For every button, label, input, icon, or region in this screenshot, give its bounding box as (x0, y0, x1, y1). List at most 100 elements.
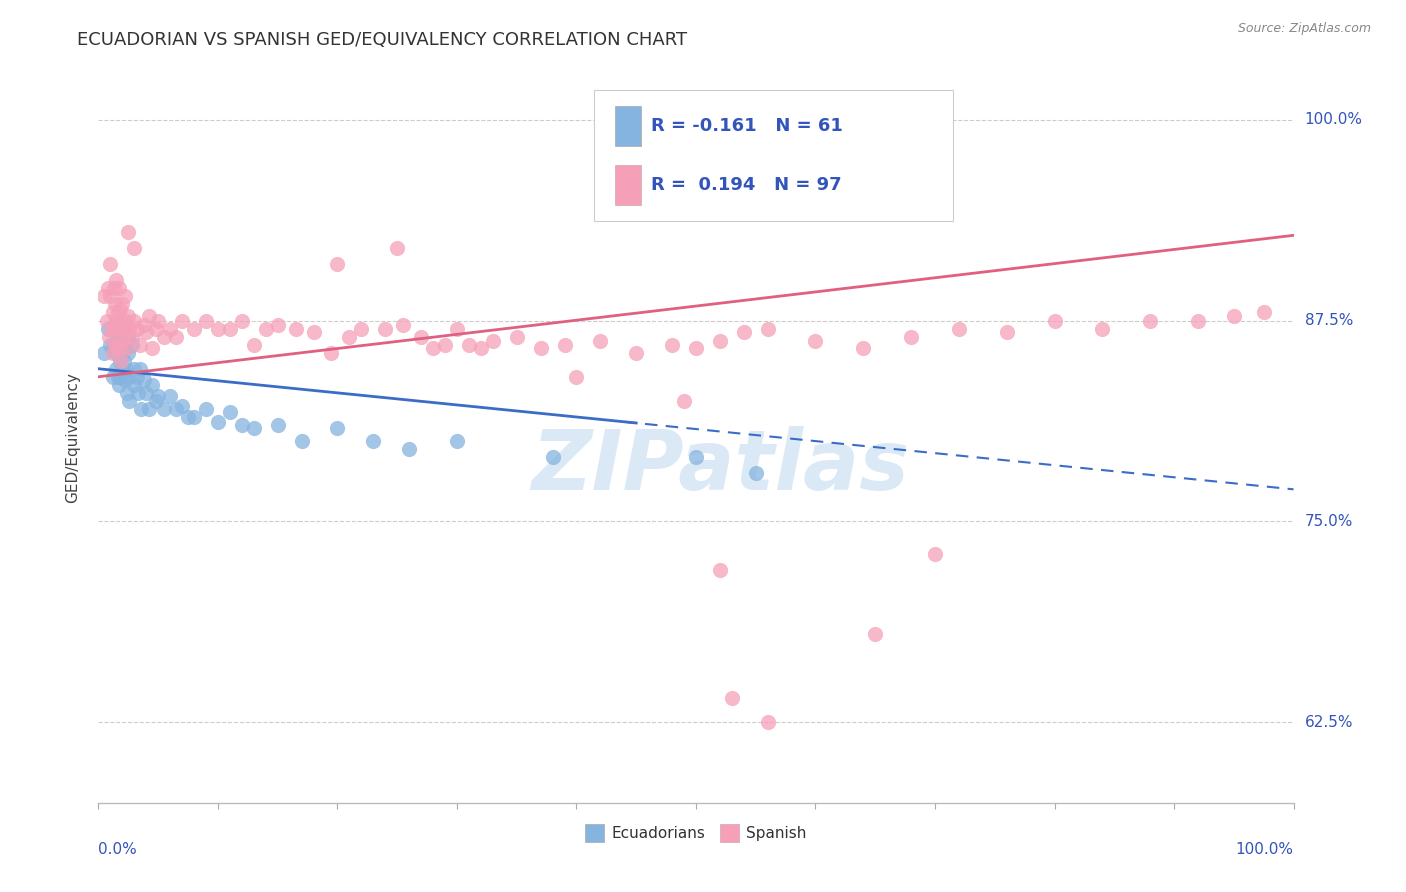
Text: 62.5%: 62.5% (1305, 714, 1353, 730)
Point (685, 341, 707, 355)
Point (101, 345, 124, 359)
Point (121, 337, 143, 351)
Point (138, 401, 160, 416)
Point (103, 281, 125, 295)
Point (172, 313, 194, 327)
Point (852, 341, 875, 355)
Point (231, 417, 253, 432)
Point (115, 385, 138, 400)
FancyBboxPatch shape (595, 90, 953, 221)
Point (745, 467, 768, 481)
FancyBboxPatch shape (614, 165, 641, 205)
Point (141, 377, 163, 392)
Point (411, 329, 433, 343)
Point (93, 289, 115, 303)
Point (243, 421, 266, 435)
Point (924, 547, 946, 561)
Point (733, 325, 755, 339)
Point (96, 313, 118, 327)
Point (207, 415, 229, 429)
Point (195, 313, 218, 327)
Point (98, 289, 122, 303)
Point (110, 313, 132, 327)
Point (107, 369, 129, 384)
Point (108, 353, 131, 368)
Point (363, 434, 385, 449)
Point (948, 321, 970, 335)
Point (117, 225, 139, 239)
Point (105, 361, 128, 376)
Point (105, 345, 128, 359)
Point (105, 313, 128, 327)
Point (112, 321, 135, 335)
Point (129, 337, 152, 351)
Point (107, 329, 129, 343)
Point (148, 313, 170, 327)
Point (98, 329, 121, 343)
Point (804, 334, 827, 349)
Point (326, 257, 349, 271)
Point (112, 321, 135, 335)
Point (392, 318, 415, 333)
Point (124, 377, 146, 392)
Point (125, 321, 148, 335)
Point (183, 321, 205, 335)
Point (114, 341, 136, 355)
Point (145, 321, 167, 335)
Point (107, 305, 129, 319)
Point (100, 321, 122, 335)
Point (1223, 309, 1246, 323)
Point (111, 334, 134, 349)
Point (107, 341, 129, 355)
Point (125, 369, 148, 384)
Point (385, 241, 409, 255)
Point (93, 345, 115, 359)
Point (159, 389, 181, 403)
Point (685, 450, 707, 465)
Point (172, 399, 194, 413)
Point (995, 325, 1018, 339)
Point (326, 421, 349, 435)
Point (97, 281, 120, 295)
Point (565, 369, 588, 384)
Point (1187, 313, 1209, 327)
Point (721, 691, 744, 706)
Y-axis label: GED/Equivalency: GED/Equivalency (65, 372, 80, 502)
Point (165, 401, 187, 416)
Point (153, 329, 176, 343)
Point (138, 309, 160, 323)
Point (104, 297, 127, 311)
Point (115, 341, 138, 355)
Point (135, 385, 157, 400)
Point (148, 389, 170, 403)
Point (114, 329, 136, 343)
Point (112, 353, 135, 368)
Point (104, 337, 127, 351)
Point (626, 345, 648, 359)
FancyBboxPatch shape (614, 106, 641, 146)
Point (339, 329, 361, 343)
Point (97, 321, 120, 335)
Text: 75.0%: 75.0% (1305, 514, 1353, 529)
Point (1043, 313, 1066, 327)
Point (321, 345, 343, 359)
Text: 100.0%: 100.0% (1236, 842, 1294, 856)
Point (132, 373, 155, 387)
Text: ECUADORIAN VS SPANISH GED/EQUIVALENCY CORRELATION CHART: ECUADORIAN VS SPANISH GED/EQUIVALENCY CO… (77, 31, 688, 49)
Point (117, 329, 139, 343)
Point (183, 409, 205, 424)
Point (103, 321, 125, 335)
Point (111, 361, 134, 376)
Point (709, 563, 731, 577)
Point (110, 353, 132, 368)
Point (302, 325, 325, 339)
Point (470, 341, 492, 355)
Point (541, 450, 564, 465)
Point (103, 337, 125, 351)
Point (900, 329, 922, 343)
Point (458, 337, 481, 351)
Point (107, 321, 129, 335)
Point (207, 321, 229, 335)
Point (117, 345, 139, 359)
Legend: Ecuadorians, Spanish: Ecuadorians, Spanish (579, 818, 813, 847)
